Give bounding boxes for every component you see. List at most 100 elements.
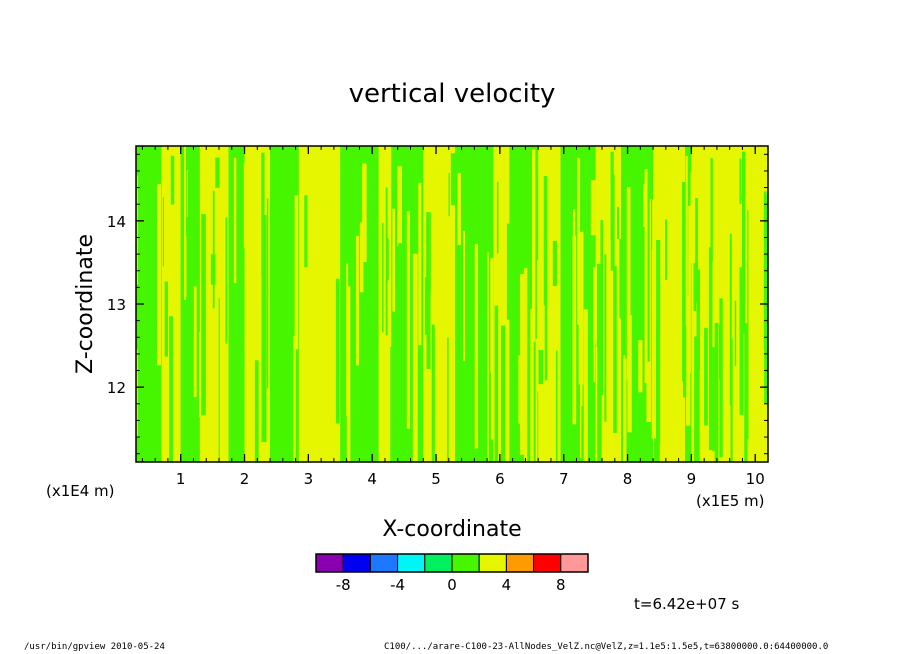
footer-right: C100/.../arare-C100-23-AllNodes_VelZ.nc@… xyxy=(384,642,829,652)
x-tick-label: 7 xyxy=(559,470,569,488)
field-streak xyxy=(580,316,583,407)
x-tick-label: 10 xyxy=(746,470,765,488)
field-streak xyxy=(610,174,615,271)
colorbar-swatch xyxy=(397,553,426,573)
y-axis-unit: (x1E4 m) xyxy=(46,482,115,500)
field-streak xyxy=(293,335,296,462)
field-streak xyxy=(538,349,544,385)
field-streak xyxy=(201,214,206,416)
field-streak xyxy=(600,220,604,396)
field-streak xyxy=(426,231,431,370)
y-axis-label: Z-coordinate xyxy=(73,234,98,374)
colorbar-tick-label: 8 xyxy=(556,576,566,594)
field-streak xyxy=(518,355,520,424)
field-streak xyxy=(552,240,557,286)
field-streak xyxy=(524,268,528,462)
x-tick-label: 4 xyxy=(367,470,377,488)
colorbar-swatch xyxy=(424,553,453,573)
field-streak xyxy=(390,346,392,462)
field-streak xyxy=(346,286,351,462)
field-streak xyxy=(623,358,627,462)
field-streak xyxy=(710,158,713,262)
field-streak xyxy=(490,258,494,440)
field-band xyxy=(340,146,379,462)
field-streak xyxy=(535,338,538,462)
field-streak xyxy=(593,266,597,345)
field-streak xyxy=(696,269,701,370)
field-streak xyxy=(613,266,617,433)
chart-title: vertical velocity xyxy=(349,79,556,109)
colorbar-swatch xyxy=(505,553,535,573)
field-streak xyxy=(747,210,749,440)
field-streak xyxy=(739,267,744,415)
colorbar-swatch xyxy=(342,553,371,573)
y-tick-label: 12 xyxy=(107,379,126,397)
field-streak xyxy=(590,180,596,236)
field-streak xyxy=(543,175,548,306)
field-streak xyxy=(457,173,461,246)
field-streak xyxy=(386,238,389,281)
field-streak xyxy=(448,172,450,217)
x-tick-label: 5 xyxy=(431,470,441,488)
field-streak xyxy=(431,324,435,462)
field-streak xyxy=(198,331,202,417)
field-streak xyxy=(649,198,651,411)
field-streak xyxy=(169,316,173,462)
field-streak xyxy=(506,223,510,320)
field-streak xyxy=(397,166,403,244)
field-streak xyxy=(193,286,197,398)
field-streak xyxy=(164,281,169,357)
field-streak xyxy=(544,241,548,381)
field-streak xyxy=(359,222,364,293)
x-tick-label: 1 xyxy=(176,470,186,488)
field-streak xyxy=(619,238,624,319)
y-tick-label: 14 xyxy=(107,213,126,231)
field-streak xyxy=(665,219,668,281)
field-streak xyxy=(682,325,687,398)
field-streak xyxy=(712,346,715,452)
field-streak xyxy=(474,243,478,449)
field-streak xyxy=(294,195,299,350)
field-streak xyxy=(261,152,265,277)
field-streak xyxy=(654,325,659,462)
field-streak xyxy=(494,305,499,462)
field-streak xyxy=(742,151,746,334)
field-streak xyxy=(304,195,308,268)
field-streak xyxy=(682,182,686,382)
field-streak xyxy=(463,230,466,361)
field-streak xyxy=(730,338,733,462)
field-streak xyxy=(704,327,708,426)
field-band xyxy=(228,146,245,462)
y-tick-label: 13 xyxy=(107,296,126,314)
colorbar-swatch xyxy=(560,553,589,573)
colorbar: -8 -4 0 4 8 xyxy=(315,553,589,594)
field-streak xyxy=(604,254,607,422)
field-streak xyxy=(685,296,691,426)
field-streak xyxy=(136,175,138,285)
field-streak xyxy=(644,169,648,384)
field-streak xyxy=(136,349,138,438)
field-streak xyxy=(708,247,713,450)
field-band xyxy=(455,146,494,462)
footer-left: /usr/bin/gpview 2010-05-24 xyxy=(24,642,165,652)
field-streak xyxy=(688,205,691,374)
colorbar-swatch xyxy=(478,553,507,573)
field-streak xyxy=(186,169,188,217)
field-streak xyxy=(651,249,657,439)
field-streak xyxy=(233,157,237,283)
x-axis-unit: (x1E5 m) xyxy=(696,492,765,510)
field-streak xyxy=(225,217,228,344)
field-streak xyxy=(719,298,723,458)
colorbar-swatch xyxy=(369,553,399,573)
field-streak xyxy=(583,309,588,462)
field-streak xyxy=(593,344,596,383)
x-tick-label: 9 xyxy=(687,470,697,488)
field-streak xyxy=(530,308,534,462)
field-streak xyxy=(694,336,699,462)
field-streak xyxy=(690,171,696,264)
field-streak xyxy=(335,278,340,424)
field-streak xyxy=(487,252,489,462)
field-streak xyxy=(595,346,598,462)
